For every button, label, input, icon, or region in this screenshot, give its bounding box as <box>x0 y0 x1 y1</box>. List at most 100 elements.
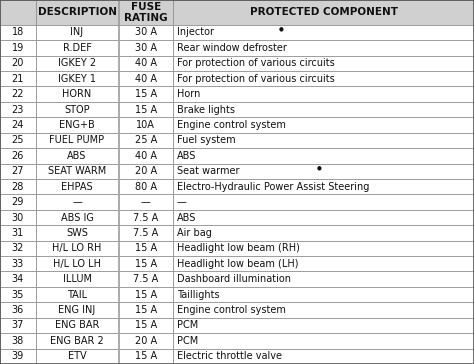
Bar <box>118 287 173 302</box>
Bar <box>118 163 173 179</box>
Text: ENG BAR: ENG BAR <box>55 320 99 331</box>
Text: 30 A: 30 A <box>135 43 157 53</box>
Bar <box>118 272 173 287</box>
Text: 35: 35 <box>11 290 24 300</box>
Text: H/L LO RH: H/L LO RH <box>52 244 102 253</box>
Bar <box>173 117 474 133</box>
Text: —: — <box>177 197 187 207</box>
Bar <box>36 163 118 179</box>
Bar <box>36 117 118 133</box>
Text: IGKEY 2: IGKEY 2 <box>58 58 96 68</box>
Text: Air bag: Air bag <box>177 228 212 238</box>
Bar <box>118 117 173 133</box>
Text: Headlight low beam (RH): Headlight low beam (RH) <box>177 244 300 253</box>
Text: Taillights: Taillights <box>177 290 219 300</box>
Text: 10A: 10A <box>137 120 155 130</box>
Bar <box>118 256 173 272</box>
Text: Injector: Injector <box>177 27 214 37</box>
Bar <box>0 0 36 25</box>
Text: ENG BAR 2: ENG BAR 2 <box>50 336 104 346</box>
Bar <box>36 225 118 241</box>
Text: 32: 32 <box>11 244 24 253</box>
Text: SEAT WARM: SEAT WARM <box>48 166 106 176</box>
Bar <box>173 225 474 241</box>
Bar <box>118 194 173 210</box>
Text: EHPAS: EHPAS <box>61 182 93 192</box>
Bar <box>36 318 118 333</box>
Text: 18: 18 <box>12 27 24 37</box>
Bar <box>173 40 474 56</box>
Text: PROTECTED COMPONENT: PROTECTED COMPONENT <box>249 7 398 17</box>
Bar <box>173 102 474 117</box>
Bar <box>0 179 36 194</box>
Text: 31: 31 <box>12 228 24 238</box>
Text: 24: 24 <box>11 120 24 130</box>
Bar <box>36 179 118 194</box>
Bar <box>0 86 36 102</box>
Text: Engine control system: Engine control system <box>177 120 286 130</box>
Bar <box>36 56 118 71</box>
Text: SWS: SWS <box>66 228 88 238</box>
Bar <box>0 25 36 40</box>
Bar <box>0 302 36 318</box>
Text: PCM: PCM <box>177 320 198 331</box>
Text: IGKEY 1: IGKEY 1 <box>58 74 96 84</box>
Bar <box>36 71 118 86</box>
Bar <box>36 302 118 318</box>
Bar <box>36 194 118 210</box>
Bar <box>36 241 118 256</box>
Text: 15 A: 15 A <box>135 351 157 361</box>
Bar <box>118 210 173 225</box>
Text: Electric throttle valve: Electric throttle valve <box>177 351 282 361</box>
Bar <box>118 133 173 148</box>
Bar <box>118 318 173 333</box>
Text: H/L LO LH: H/L LO LH <box>53 259 101 269</box>
Bar <box>173 210 474 225</box>
Bar <box>0 102 36 117</box>
Bar <box>36 25 118 40</box>
Bar <box>173 318 474 333</box>
Text: 7.5 A: 7.5 A <box>133 213 158 222</box>
Bar <box>0 210 36 225</box>
Bar <box>0 318 36 333</box>
Text: 27: 27 <box>11 166 24 176</box>
Bar <box>118 349 173 364</box>
Bar <box>36 0 118 25</box>
Bar <box>173 302 474 318</box>
Bar <box>0 133 36 148</box>
Bar <box>173 272 474 287</box>
Bar <box>0 56 36 71</box>
Bar <box>118 40 173 56</box>
Text: 40 A: 40 A <box>135 74 157 84</box>
Text: Electro-Hydraulic Power Assist Steering: Electro-Hydraulic Power Assist Steering <box>177 182 369 192</box>
Text: Horn: Horn <box>177 89 200 99</box>
Bar <box>173 194 474 210</box>
Bar <box>36 102 118 117</box>
Text: ENG INJ: ENG INJ <box>58 305 96 315</box>
Bar <box>173 163 474 179</box>
Text: 7.5 A: 7.5 A <box>133 228 158 238</box>
Text: 33: 33 <box>12 259 24 269</box>
Bar <box>173 86 474 102</box>
Bar <box>0 225 36 241</box>
Text: ABS: ABS <box>177 213 196 222</box>
Text: PCM: PCM <box>177 336 198 346</box>
Text: TAIL: TAIL <box>67 290 87 300</box>
Bar <box>0 287 36 302</box>
Bar <box>0 40 36 56</box>
Bar <box>118 56 173 71</box>
Text: 21: 21 <box>11 74 24 84</box>
Bar <box>118 179 173 194</box>
Bar <box>173 256 474 272</box>
Bar <box>118 71 173 86</box>
Text: Headlight low beam (LH): Headlight low beam (LH) <box>177 259 298 269</box>
Text: ABS IG: ABS IG <box>61 213 93 222</box>
Text: 22: 22 <box>11 89 24 99</box>
Bar <box>36 40 118 56</box>
Bar <box>0 349 36 364</box>
Text: 29: 29 <box>11 197 24 207</box>
Text: 80 A: 80 A <box>135 182 157 192</box>
Text: 15 A: 15 A <box>135 320 157 331</box>
Text: ETV: ETV <box>68 351 86 361</box>
Text: HORN: HORN <box>63 89 91 99</box>
